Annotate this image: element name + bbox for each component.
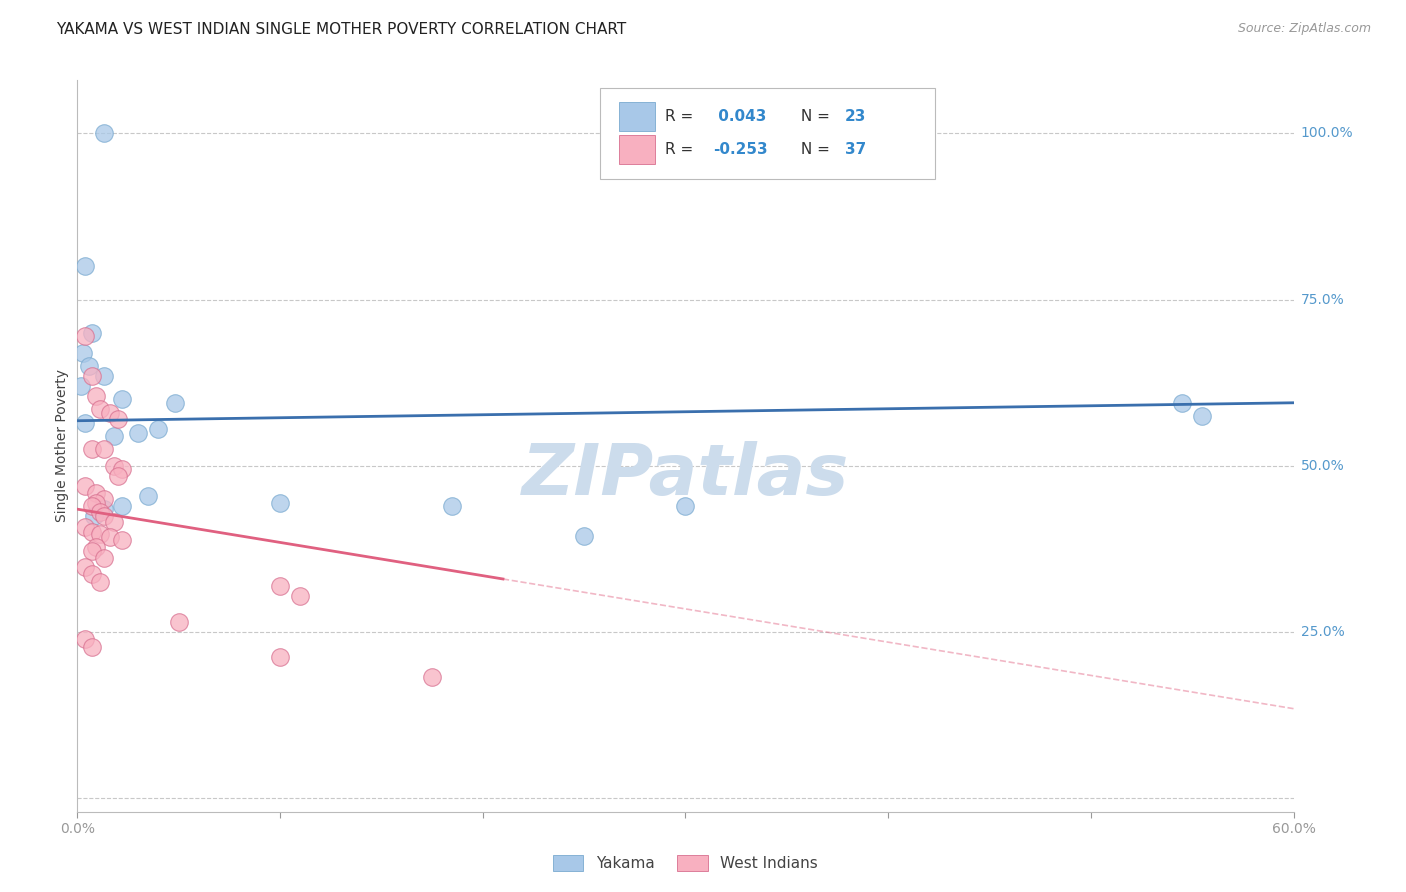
Point (75, 632, 97, 646)
Point (98, 406, 121, 420)
Point (167, 615, 190, 630)
Point (75, 416, 97, 430)
Point (420, 670, 443, 684)
Point (80, 525, 103, 540)
Point (93, 502, 115, 516)
Point (1171, 396, 1194, 410)
Point (80, 640, 103, 654)
Point (136, 489, 159, 503)
Point (127, 425, 149, 440)
Text: 37: 37 (845, 142, 866, 157)
Text: Source: ZipAtlas.com: Source: ZipAtlas.com (1237, 22, 1371, 36)
Text: 50.0%: 50.0% (1301, 459, 1344, 473)
Point (441, 499, 464, 513)
Text: -0.253: -0.253 (713, 142, 768, 157)
Text: YAKAMA VS WEST INDIAN SINGLE MOTHER POVERTY CORRELATION CHART: YAKAMA VS WEST INDIAN SINGLE MOTHER POVE… (56, 22, 627, 37)
Point (93, 492, 115, 507)
Point (84, 540, 107, 554)
Text: 75.0%: 75.0% (1301, 293, 1344, 307)
Point (111, 533, 134, 548)
Point (72, 346, 94, 360)
Point (675, 499, 697, 513)
Point (75, 560, 97, 574)
Point (75, 479, 97, 493)
Point (84, 485, 107, 500)
Text: N =: N = (796, 142, 835, 157)
Point (269, 650, 291, 665)
Point (93, 508, 115, 523)
Point (163, 396, 186, 410)
Point (80, 369, 103, 384)
Point (98, 530, 121, 544)
Text: 23: 23 (845, 110, 866, 124)
Point (93, 550, 115, 565)
Point (75, 329, 97, 343)
Legend: Yakama, West Indians: Yakama, West Indians (547, 849, 824, 877)
Point (93, 442, 115, 457)
Point (79, 359, 101, 374)
Point (111, 499, 134, 513)
FancyBboxPatch shape (600, 87, 935, 179)
Text: 100.0%: 100.0% (1301, 127, 1353, 140)
Point (107, 469, 129, 483)
Point (70, 379, 93, 393)
Point (84, 495, 107, 509)
Point (269, 579, 291, 593)
FancyBboxPatch shape (619, 136, 655, 164)
Text: R =: R = (665, 110, 697, 124)
Point (80, 544, 103, 558)
Text: 25.0%: 25.0% (1301, 625, 1344, 640)
Point (80, 442, 103, 457)
Text: N =: N = (796, 110, 835, 124)
Point (84, 389, 107, 403)
Point (290, 589, 312, 603)
Point (89, 526, 111, 541)
Point (103, 429, 125, 443)
Point (80, 326, 103, 340)
Y-axis label: Single Mother Poverty: Single Mother Poverty (55, 369, 69, 523)
Point (93, 127, 115, 141)
Point (89, 575, 111, 590)
Text: ZIPatlas: ZIPatlas (522, 441, 849, 509)
Point (103, 458, 125, 473)
FancyBboxPatch shape (619, 103, 655, 131)
Point (148, 422, 170, 436)
Point (75, 260, 97, 274)
Point (80, 566, 103, 581)
Point (80, 499, 103, 513)
Point (111, 462, 134, 476)
Point (107, 412, 129, 426)
Text: R =: R = (665, 142, 697, 157)
Point (93, 369, 115, 384)
Point (75, 520, 97, 534)
Point (572, 529, 595, 543)
Point (111, 392, 134, 407)
Point (269, 495, 291, 509)
Point (83, 508, 105, 523)
Text: 0.043: 0.043 (713, 110, 766, 124)
Point (103, 516, 125, 530)
Point (89, 506, 111, 520)
Point (89, 402, 111, 417)
Point (1191, 409, 1213, 423)
